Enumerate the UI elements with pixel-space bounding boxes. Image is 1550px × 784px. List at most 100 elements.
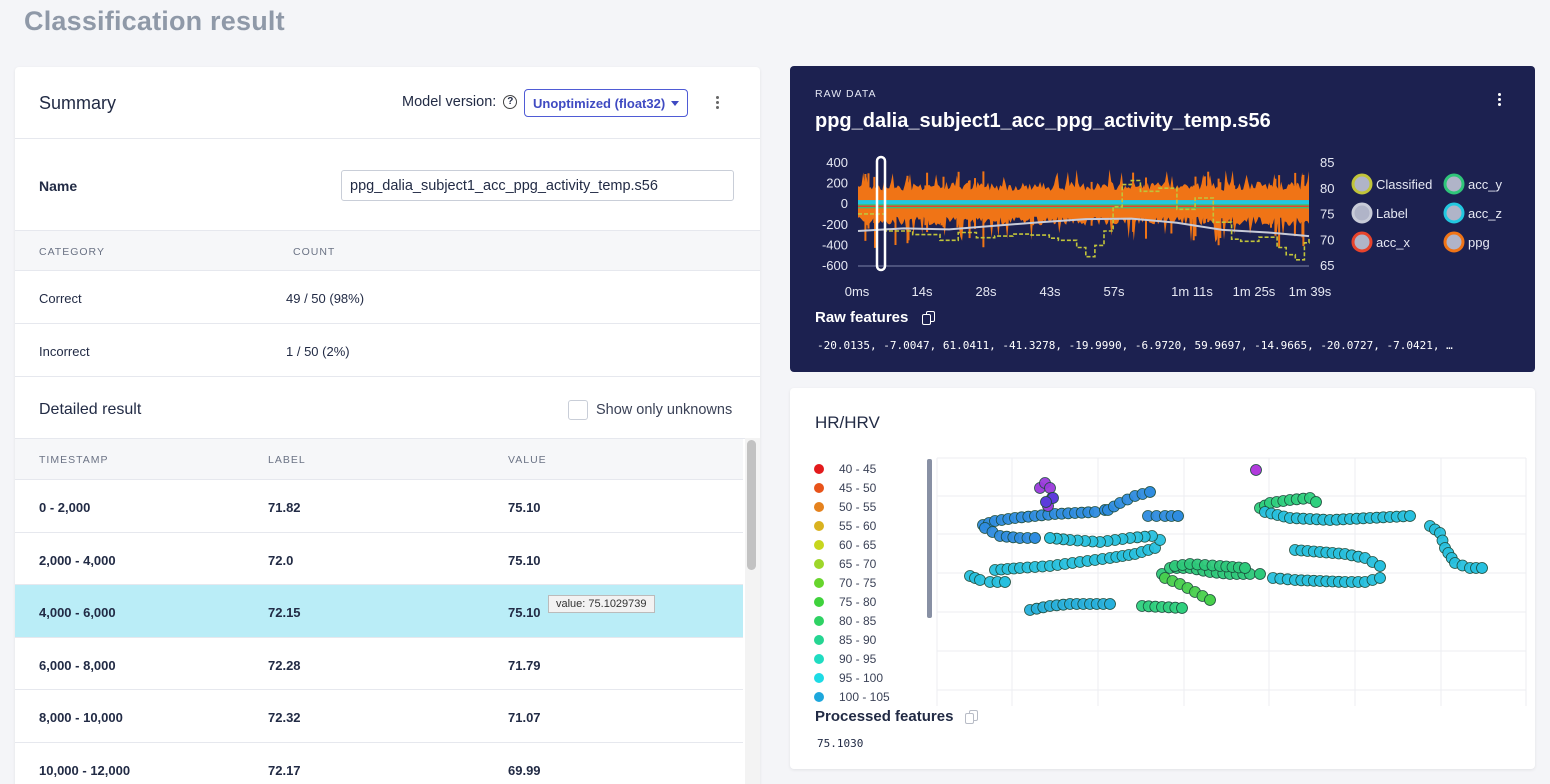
count-cell: 1 / 50 (2%) (286, 344, 350, 359)
timestamp-cell: 4,000 - 6,000 (39, 605, 116, 620)
detailed-result-title: Detailed result (39, 401, 142, 418)
legend-swatch (814, 673, 824, 683)
timestamp-cell: 8,000 - 10,000 (39, 710, 123, 725)
processed-features-label: Processed features (815, 708, 954, 725)
copy-icon[interactable] (965, 710, 979, 725)
legend-swatch (814, 635, 824, 645)
value-cell: 75.10 (508, 552, 541, 568)
y-left-tick-label: -400 (822, 237, 848, 252)
timestamp-cell: 6,000 - 8,000 (39, 657, 116, 673)
raw-data-eyebrow: RAW DATA (815, 88, 877, 100)
help-icon[interactable]: ? (503, 95, 518, 110)
legend-label: Classified (1376, 177, 1432, 192)
legend-label: 50 - 55 (839, 500, 877, 514)
scatter-point (974, 574, 986, 586)
detailed-table-header: TIMESTAMP LABEL VALUE (15, 439, 743, 480)
label-cell: 72.17 (268, 762, 301, 778)
raw-data-chart[interactable]: 400 200 0 -200 -400 -600 85 80 75 70 65 0ms 14s 28s 43… (790, 66, 1535, 306)
legend-swatch (1443, 231, 1465, 253)
scatter-point (1089, 506, 1101, 518)
summary-header: Summary Model version: ? Unoptimized (fl… (15, 67, 760, 139)
summary-title: Summary (39, 93, 117, 113)
show-unknowns-label[interactable]: Show only unknowns (596, 402, 733, 418)
timestamp-cell: 10,000 - 12,000 (39, 762, 131, 778)
column-header-value: VALUE (508, 454, 547, 466)
name-input[interactable] (341, 170, 734, 201)
table-row-selected[interactable]: 4,000 - 6,000 72.15 75.10 value: 75.1029… (15, 585, 743, 638)
x-tick-label: 1m 11s (1171, 284, 1213, 299)
legend-swatch (1351, 231, 1373, 253)
scrollbar-thumb[interactable] (747, 440, 756, 570)
model-version-select[interactable]: Unoptimized (float32) (524, 89, 688, 117)
scatter-point (1254, 568, 1266, 580)
column-header-label: LABEL (268, 454, 306, 466)
acc-y-series (858, 201, 1309, 209)
timestamp-cell: 0 - 2,000 (39, 500, 91, 515)
y-right-tick-label: 80 (1320, 181, 1334, 196)
y-left-tick-label: 200 (826, 176, 848, 191)
value-cell: 69.99 (508, 762, 541, 778)
y-right-tick-label: 70 (1320, 232, 1334, 247)
legend-swatch (1443, 173, 1465, 195)
scatter-point (1204, 594, 1216, 606)
label-series (857, 217, 1310, 238)
table-row[interactable]: 0 - 2,000 71.82 75.10 (15, 480, 743, 533)
name-row: Name (15, 139, 760, 231)
legend-label: 85 - 90 (839, 633, 877, 647)
legend-label: 80 - 85 (839, 614, 877, 628)
scatter-point (999, 576, 1011, 588)
legend-label: 90 - 95 (839, 652, 877, 666)
timestamp-cell: 2,000 - 4,000 (39, 552, 116, 568)
legend-label: acc_z (1468, 206, 1502, 221)
value-cell: 71.79 (508, 657, 541, 673)
legend-label: ppg (1468, 235, 1490, 250)
summary-more-icon[interactable] (716, 96, 720, 111)
classified-series (858, 179, 1310, 261)
x-tick-label: 28s (976, 284, 997, 299)
table-row[interactable]: 6,000 - 8,000 72.28 71.79 (15, 638, 743, 690)
y-left-tick-label: 0 (841, 196, 848, 211)
category-cell: Incorrect (39, 344, 90, 359)
y-right-tick-label: 65 (1320, 258, 1334, 273)
model-version-text: Model version: (402, 94, 497, 110)
value-tooltip: value: 75.1029739 (548, 595, 655, 613)
legend-swatch (814, 597, 824, 607)
value-cell: 75.10 (508, 500, 541, 515)
y-left-tick-label: 400 (826, 155, 848, 170)
show-unknowns-checkbox[interactable] (568, 400, 588, 420)
scatter-point (1250, 464, 1262, 476)
value-cell: 71.07 (508, 710, 541, 725)
raw-data-card: RAW DATA ppg_dalia_subject1_acc_ppg_acti… (790, 66, 1535, 372)
summary-table-header: CATEGORY COUNT (15, 231, 760, 271)
x-tick-label: 1m 39s (1289, 284, 1332, 299)
x-tick-label: 43s (1040, 284, 1061, 299)
table-row[interactable]: 2,000 - 4,000 72.0 75.10 (15, 533, 743, 585)
legend-scrollbar (927, 459, 932, 618)
y-left-tick-label: -200 (822, 217, 848, 232)
scatter-point (1104, 598, 1116, 610)
scatter-point (1404, 510, 1416, 522)
table-row[interactable]: 10,000 - 12,000 72.17 69.99 (15, 743, 743, 784)
legend-label: Label (1376, 206, 1408, 221)
scatter-point (1176, 602, 1188, 614)
label-cell: 72.32 (268, 710, 301, 725)
legend-label: 75 - 80 (839, 595, 877, 609)
legend-label: acc_x (1376, 235, 1410, 250)
raw-features-value: -20.0135, -7.0047, 61.0411, -41.3278, -1… (817, 339, 1453, 352)
legend-swatch (814, 464, 824, 474)
hr-hrv-scatter-chart[interactable]: 40 - 45 45 - 50 50 - 55 55 - 60 60 - 65 65 - … (790, 388, 1535, 708)
copy-icon[interactable] (922, 311, 936, 326)
legend-swatch (814, 521, 824, 531)
table-row[interactable]: 8,000 - 10,000 72.32 71.07 (15, 690, 743, 743)
scatter-point (1239, 562, 1251, 574)
legend-label: 60 - 65 (839, 538, 877, 552)
y-right-tick-label: 75 (1320, 207, 1334, 222)
model-version-value: Unoptimized (float32) (533, 96, 666, 111)
y-right-tick-label: 85 (1320, 155, 1334, 170)
raw-data-title: ppg_dalia_subject1_acc_ppg_activity_temp… (815, 110, 1271, 132)
column-header-category: CATEGORY (39, 246, 105, 258)
table-row: Correct 49 / 50 (98%) (15, 271, 760, 324)
model-version-label: Model version: ? (402, 94, 518, 110)
raw-more-icon[interactable] (1498, 93, 1502, 108)
value-cell: 75.10 (508, 605, 541, 620)
